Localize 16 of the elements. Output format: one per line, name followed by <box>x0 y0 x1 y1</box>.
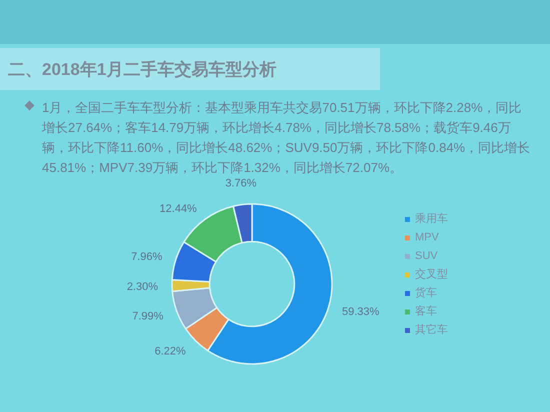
legend-label: SUV <box>415 250 438 262</box>
data-label: 59.33% <box>342 306 380 318</box>
chart-title: 二、2018年1月二手车交易车型分析 <box>8 60 276 79</box>
legend-label: 乘用车 <box>415 212 448 225</box>
legend-label: 货车 <box>415 286 437 299</box>
legend-label: 交叉型 <box>415 268 448 280</box>
data-label: 3.76% <box>225 178 257 190</box>
data-label: 6.22% <box>154 346 186 358</box>
legend-label: MPV <box>415 232 440 244</box>
legend-label: 其它车 <box>415 323 448 336</box>
legend-label: 客车 <box>415 304 437 318</box>
text: 1月，全国二手车车型分析：基本型乘用车共交易70.51万辆，环比下降2.28%，同比增长27.64%；客车14.79万辆，环比增长4.78%，同比增长78.58%；载货车9.46万辆，环比下降11.60%，同比增长48.62%；SUV9.50万辆，环比下降0.84%，同比增长45.81%；MPV7.39万辆，环比下降1.32%，同比增长72.07%。 <box>42 99 532 177</box>
data-label: 7.96% <box>131 250 162 263</box>
data-label: 12.44% <box>160 202 198 215</box>
data-label: 7.99% <box>132 310 164 323</box>
data-label: 2.30% <box>126 280 158 293</box>
